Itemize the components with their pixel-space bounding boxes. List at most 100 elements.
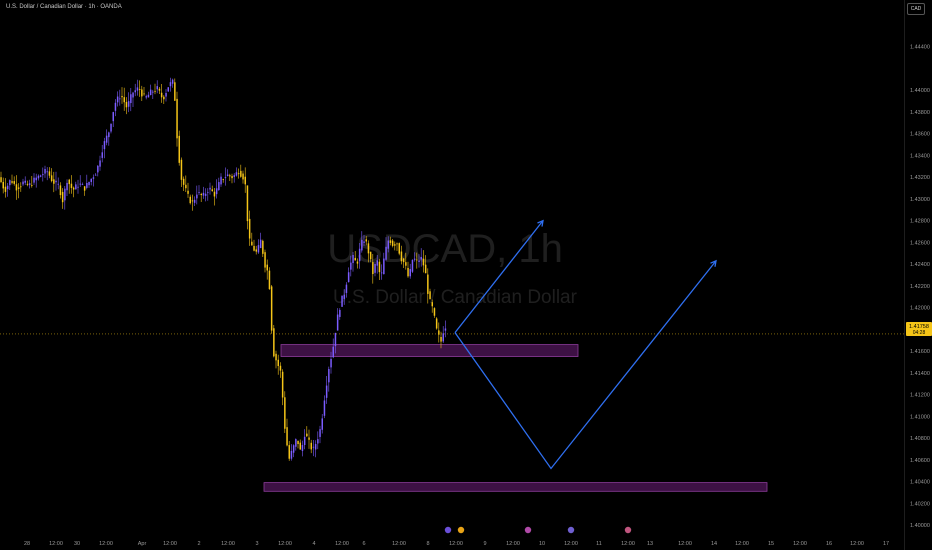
zone-rect bbox=[263, 482, 768, 492]
currency-button[interactable]: CAD bbox=[907, 3, 925, 15]
candle-body bbox=[213, 191, 216, 197]
watermark-name: U.S. Dollar / Canadian Dollar bbox=[333, 287, 578, 308]
candle-body bbox=[380, 272, 383, 274]
candle-body bbox=[134, 90, 136, 93]
candle-body bbox=[374, 263, 376, 273]
candle-body bbox=[273, 328, 275, 357]
candle-body bbox=[50, 175, 53, 182]
candle-body bbox=[81, 184, 84, 185]
candle-body bbox=[169, 82, 172, 87]
candle-body bbox=[372, 262, 374, 275]
candle-body bbox=[103, 141, 106, 150]
candle-body bbox=[317, 439, 319, 444]
candle-body bbox=[407, 267, 409, 277]
candle-body bbox=[158, 88, 161, 91]
candle-body bbox=[44, 168, 46, 174]
candle-body bbox=[235, 172, 238, 176]
candle-body bbox=[422, 258, 425, 266]
candle-body bbox=[334, 332, 337, 347]
price-tag-countdown: 04:28 bbox=[913, 330, 926, 336]
candle-body bbox=[418, 260, 420, 262]
candle-body bbox=[433, 308, 436, 316]
candle-body bbox=[33, 177, 35, 183]
time-tick-label: 15 bbox=[768, 541, 774, 547]
candle-body bbox=[174, 82, 176, 101]
candle-body bbox=[187, 190, 189, 194]
candle-body bbox=[229, 175, 231, 177]
candle-body bbox=[46, 171, 48, 173]
time-tick-label: 4 bbox=[312, 541, 315, 547]
candle-body bbox=[378, 261, 381, 273]
candle-body bbox=[345, 284, 348, 293]
time-tick-label: 9 bbox=[483, 541, 486, 547]
candle-body bbox=[86, 182, 88, 188]
candle-body bbox=[72, 187, 75, 190]
price-tick-label: 1.42800 bbox=[910, 219, 930, 225]
candle-body bbox=[347, 272, 350, 283]
candle-body bbox=[328, 369, 330, 383]
candle-body bbox=[127, 101, 130, 107]
candle-body bbox=[376, 260, 378, 266]
time-tick-label: 3 bbox=[255, 541, 258, 547]
candle-body bbox=[42, 174, 44, 176]
candle-body bbox=[266, 264, 268, 271]
candle-body bbox=[257, 245, 260, 253]
event-icon-d bbox=[567, 526, 575, 534]
candle-body bbox=[435, 318, 438, 329]
price-tick-label: 1.42200 bbox=[910, 284, 930, 290]
time-tick-label: 30 bbox=[74, 541, 80, 547]
candle-body bbox=[20, 186, 22, 188]
candle-body bbox=[35, 177, 37, 181]
candle-body bbox=[97, 165, 99, 173]
time-tick-label: 12:00 bbox=[621, 541, 635, 547]
candle-body bbox=[308, 437, 310, 440]
time-tick-label: 12:00 bbox=[335, 541, 349, 547]
price-axis[interactable]: 1.44400 1.44000 1.43800 1.43600 1.43400 1.432… bbox=[904, 0, 930, 550]
current-price-tag: 1.41758 04:28 bbox=[906, 322, 932, 336]
time-tick-label: 12:00 bbox=[564, 541, 578, 547]
candle-body bbox=[310, 442, 312, 450]
candle-body bbox=[264, 252, 266, 268]
candle-body bbox=[354, 257, 356, 261]
price-tag-box bbox=[906, 322, 932, 336]
time-tick-label: 12:00 bbox=[99, 541, 113, 547]
plot-area[interactable] bbox=[0, 77, 904, 492]
time-tick-label: 17 bbox=[883, 541, 889, 547]
candle-body bbox=[209, 187, 211, 190]
candle-body bbox=[339, 309, 341, 317]
candle-body bbox=[391, 240, 394, 246]
candle-body bbox=[255, 249, 257, 252]
price-tick-label: 1.41400 bbox=[910, 371, 930, 377]
candle-body bbox=[367, 243, 370, 254]
candle-body bbox=[268, 270, 271, 290]
candle-body bbox=[352, 255, 354, 264]
candle-body bbox=[143, 93, 145, 95]
candle-body bbox=[365, 239, 367, 242]
candle-body bbox=[231, 176, 233, 179]
candle-body bbox=[424, 264, 427, 274]
candle-body bbox=[286, 427, 288, 446]
candle-body bbox=[321, 418, 323, 430]
time-axis[interactable]: 28 12:00 30 12:00 Apr 12:00 2 12:00 3 12:00 4 12:00… bbox=[24, 541, 889, 547]
candle-body bbox=[242, 173, 244, 180]
price-tick-label: 1.43200 bbox=[910, 175, 930, 181]
candle-body bbox=[411, 259, 414, 272]
candle-body bbox=[442, 333, 444, 342]
candle-body bbox=[66, 182, 68, 191]
price-tick-label: 1.41000 bbox=[910, 414, 930, 420]
candle-body bbox=[319, 429, 321, 437]
candle-body bbox=[295, 439, 297, 447]
candle-body bbox=[123, 97, 125, 103]
candle-body bbox=[11, 181, 13, 183]
price-tick-label: 1.43400 bbox=[910, 153, 930, 159]
price-tick-label: 1.44000 bbox=[910, 88, 930, 94]
candle-body bbox=[220, 176, 222, 185]
candle-body bbox=[121, 96, 123, 98]
time-tick-label: 16 bbox=[826, 541, 832, 547]
time-tick-label: 8 bbox=[426, 541, 429, 547]
candle-body bbox=[396, 243, 398, 245]
time-tick-label: 12:00 bbox=[793, 541, 807, 547]
candle-body bbox=[427, 274, 429, 294]
candle-body bbox=[26, 183, 29, 185]
